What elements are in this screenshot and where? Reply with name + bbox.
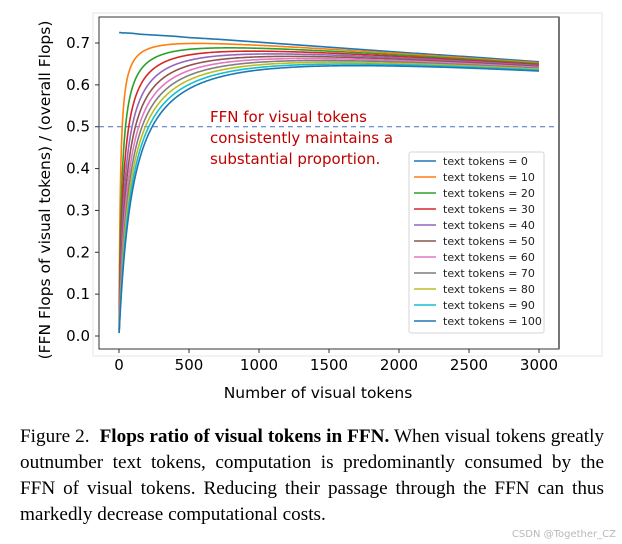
series-line-text-tokens-80	[118, 61, 540, 333]
series-line-text-tokens-70	[118, 59, 540, 332]
y-tick-label: 0.6	[66, 76, 90, 94]
series-line-text-tokens-50	[118, 55, 540, 331]
legend-label: text tokens = 80	[443, 283, 535, 296]
figure-border	[92, 12, 603, 357]
legend-label: text tokens = 40	[443, 219, 535, 232]
annotation-text: substantial proportion.	[210, 150, 380, 168]
figure-caption: Figure 2. Flops ratio of visual tokens i…	[20, 424, 604, 528]
y-tick-label: 0.1	[66, 285, 90, 303]
y-tick-label: 0.4	[66, 160, 90, 178]
legend-label: text tokens = 70	[443, 267, 535, 280]
series-line-text-tokens-60	[118, 57, 540, 332]
flops-ratio-chart: 0.0 0.1 0.2 0.3 0.4 0.5 0.6 0.7 0 500 1000 1500 2000…	[36, 12, 603, 402]
y-axis-label: (FFN Flops of visual tokens) / (overall …	[36, 21, 54, 360]
series-line-text-tokens-20	[118, 47, 540, 323]
legend-label: text tokens = 90	[443, 299, 535, 312]
x-tick-label: 2500	[450, 356, 488, 374]
x-tick-label: 0	[114, 356, 124, 374]
y-tick-label: 0.0	[66, 327, 90, 345]
y-tick-label: 0.7	[66, 34, 90, 52]
x-axis-label: Number of visual tokens	[224, 384, 413, 402]
legend-label: text tokens = 0	[443, 155, 528, 168]
annotation-text: FFN for visual tokens	[210, 108, 367, 126]
x-tick-label: 2000	[380, 356, 418, 374]
x-tick-label: 1500	[310, 356, 348, 374]
series-line-text-tokens-30	[118, 50, 540, 327]
legend-label: text tokens = 20	[443, 187, 535, 200]
series-line-text-tokens-40	[118, 53, 540, 329]
series-line-text-tokens-0	[119, 31, 540, 63]
y-tick-label: 0.5	[66, 118, 90, 136]
legend-label: text tokens = 100	[443, 315, 542, 328]
annotation-text: consistently maintains a	[210, 129, 393, 147]
watermark: CSDN @Together_CZ	[511, 529, 616, 540]
x-tick-label: 500	[175, 356, 204, 374]
x-tick-label: 1000	[240, 356, 278, 374]
y-tick-label: 0.3	[66, 201, 90, 219]
x-tick-label: 3000	[520, 356, 558, 374]
legend-label: text tokens = 30	[443, 203, 535, 216]
series-line-text-tokens-100	[118, 64, 540, 334]
legend-label: text tokens = 10	[443, 171, 535, 184]
y-tick-label: 0.2	[66, 243, 90, 261]
legend-label: text tokens = 50	[443, 235, 535, 248]
caption-title: Flops ratio of visual tokens in FFN.	[99, 426, 390, 447]
legend-box	[408, 151, 545, 334]
figure-label: Figure 2.	[20, 426, 90, 447]
series-line-text-tokens-90	[118, 63, 540, 333]
chart-canvas: 0.0 0.1 0.2 0.3 0.4 0.5 0.6 0.7 0 500 1000 1500 2000…	[36, 12, 603, 402]
series-line-text-tokens-10	[118, 42, 540, 310]
legend-label: text tokens = 60	[443, 251, 535, 264]
caption-body: When visual tokens greatly outnumber tex…	[20, 426, 605, 525]
